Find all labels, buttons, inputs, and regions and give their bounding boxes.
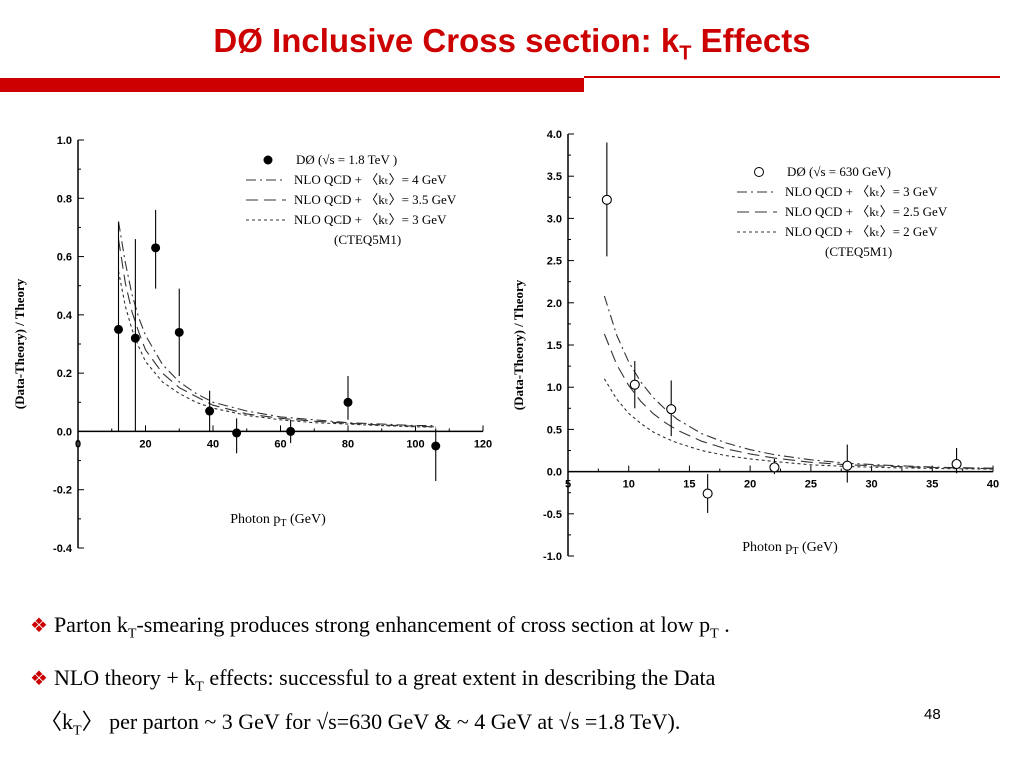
theory-curve [117,239,436,428]
legend-data-label: DØ (√s = 1.8 TeV ) [296,152,397,167]
legend-curve-label: NLO QCD + 〈kₜ〉= 2 GeV [785,224,938,239]
y-tick-label: 4.0 [547,129,562,141]
x-axis-label: Photon pT (GeV) [742,540,838,557]
data-point [130,333,140,343]
legend-curve-label: NLO QCD + 〈kₜ〉= 3.5 GeV [294,192,457,207]
y-tick-label: 0.6 [57,252,72,264]
data-point [151,243,161,253]
data-point [174,327,184,337]
x-tick-label: 20 [744,479,756,491]
page-number: 48 [924,706,941,723]
legend-marker [263,155,273,165]
theory-curve [603,295,994,469]
data-point [769,462,780,473]
theory-curve [117,270,436,428]
y-tick-label: 0.8 [57,193,72,205]
data-point [232,428,242,438]
theory-curve [603,378,994,470]
x-axis-label: Photon pT (GeV) [230,512,326,529]
y-tick-label: 0.0 [57,426,72,438]
x-tick-label: 40 [207,438,219,450]
x-tick-label: 60 [274,438,286,450]
title-rule-thick [0,78,584,92]
data-point [286,426,296,436]
legend-data-label: DØ (√s = 630 GeV) [787,164,891,179]
bullet-2-continuation: 〈kT〉 per parton ~ 3 GeV for √s=630 GeV &… [40,709,681,739]
x-tick-label: 25 [805,479,817,491]
y-tick-label: -1.0 [543,551,562,563]
legend-curve-label: NLO QCD + 〈kₜ〉= 3 GeV [785,184,938,199]
chart-630gev: -1.0 -0.5 0.0 0.5 1.0 1.5 2.0 2.5 3.0 3.5 4.0 5 10 15… [511,129,999,563]
y-tick-label: 1.0 [547,382,562,394]
chart-1800gev: -0.4 -0.2 0.0 0.2 0.4 0.6 0.8 1.0 0 20 40 60 80 100 12… [12,135,492,555]
y-tick-label: 3.0 [547,213,562,225]
legend-curve-label: NLO QCD + 〈kₜ〉= 2.5 GeV [785,204,948,219]
data-point [205,406,215,416]
x-tick-label: 10 [623,479,635,491]
x-tick-label: 35 [926,479,938,491]
data-point [702,488,713,499]
legend-marker [754,167,764,177]
data-point [343,397,353,407]
data-point [951,458,962,470]
x-tick-label: 5 [565,479,571,491]
y-tick-label: 1.5 [547,340,562,352]
x-tick-label: 40 [987,479,999,491]
y-tick-label: 0.4 [57,310,73,322]
x-tick-label: 30 [865,479,877,491]
x-tick-label: 100 [406,438,424,450]
y-tick-label: 1.0 [57,135,72,147]
x-tick-label: 15 [683,479,695,491]
y-tick-label: 0.2 [57,368,72,380]
y-tick-label: 2.0 [547,298,562,310]
x-tick-label: 0 [75,438,81,450]
theory-curve [603,333,994,470]
y-tick-label: -0.2 [53,485,72,497]
x-tick-label: 20 [139,438,151,450]
y-tick-label: 2.5 [547,256,562,268]
data-point [114,324,123,334]
y-tick-label: 3.5 [547,171,562,183]
theory-curve [117,221,436,427]
y-tick-label: -0.4 [53,543,73,555]
legend-note: (CTEQ5M1) [825,244,892,259]
diamond-bullet-icon: ❖ [30,615,48,637]
legend-curve-label: NLO QCD + 〈kₜ〉= 3 GeV [294,212,447,227]
data-point [431,441,441,451]
diamond-bullet-icon: ❖ [30,668,48,690]
legend-note: (CTEQ5M1) [334,232,401,247]
x-tick-label: 80 [342,438,354,450]
y-tick-label: 0.5 [547,424,562,436]
y-tick-label: 0.0 [547,467,562,479]
data-point [629,379,640,390]
title-rule-thin [584,76,1000,78]
y-tick-label: -0.5 [543,509,562,521]
data-point [842,460,853,471]
x-tick-label: 120 [474,438,492,450]
legend-curve-label: NLO QCD + 〈kₜ〉= 4 GeV [294,172,447,187]
y-axis-label: (Data-Theory) / Theory [12,278,27,409]
bullet-2: ❖ NLO theory + kT effects: successful to … [30,665,716,695]
y-axis-label: (Data-Theory) / Theory [511,279,526,410]
data-point [666,404,677,415]
data-point [601,194,612,205]
bullet-1: ❖ Parton kT-smearing produces strong enha… [30,612,730,642]
slide-title: DØ Inclusive Cross section: kT Effects [213,22,811,65]
